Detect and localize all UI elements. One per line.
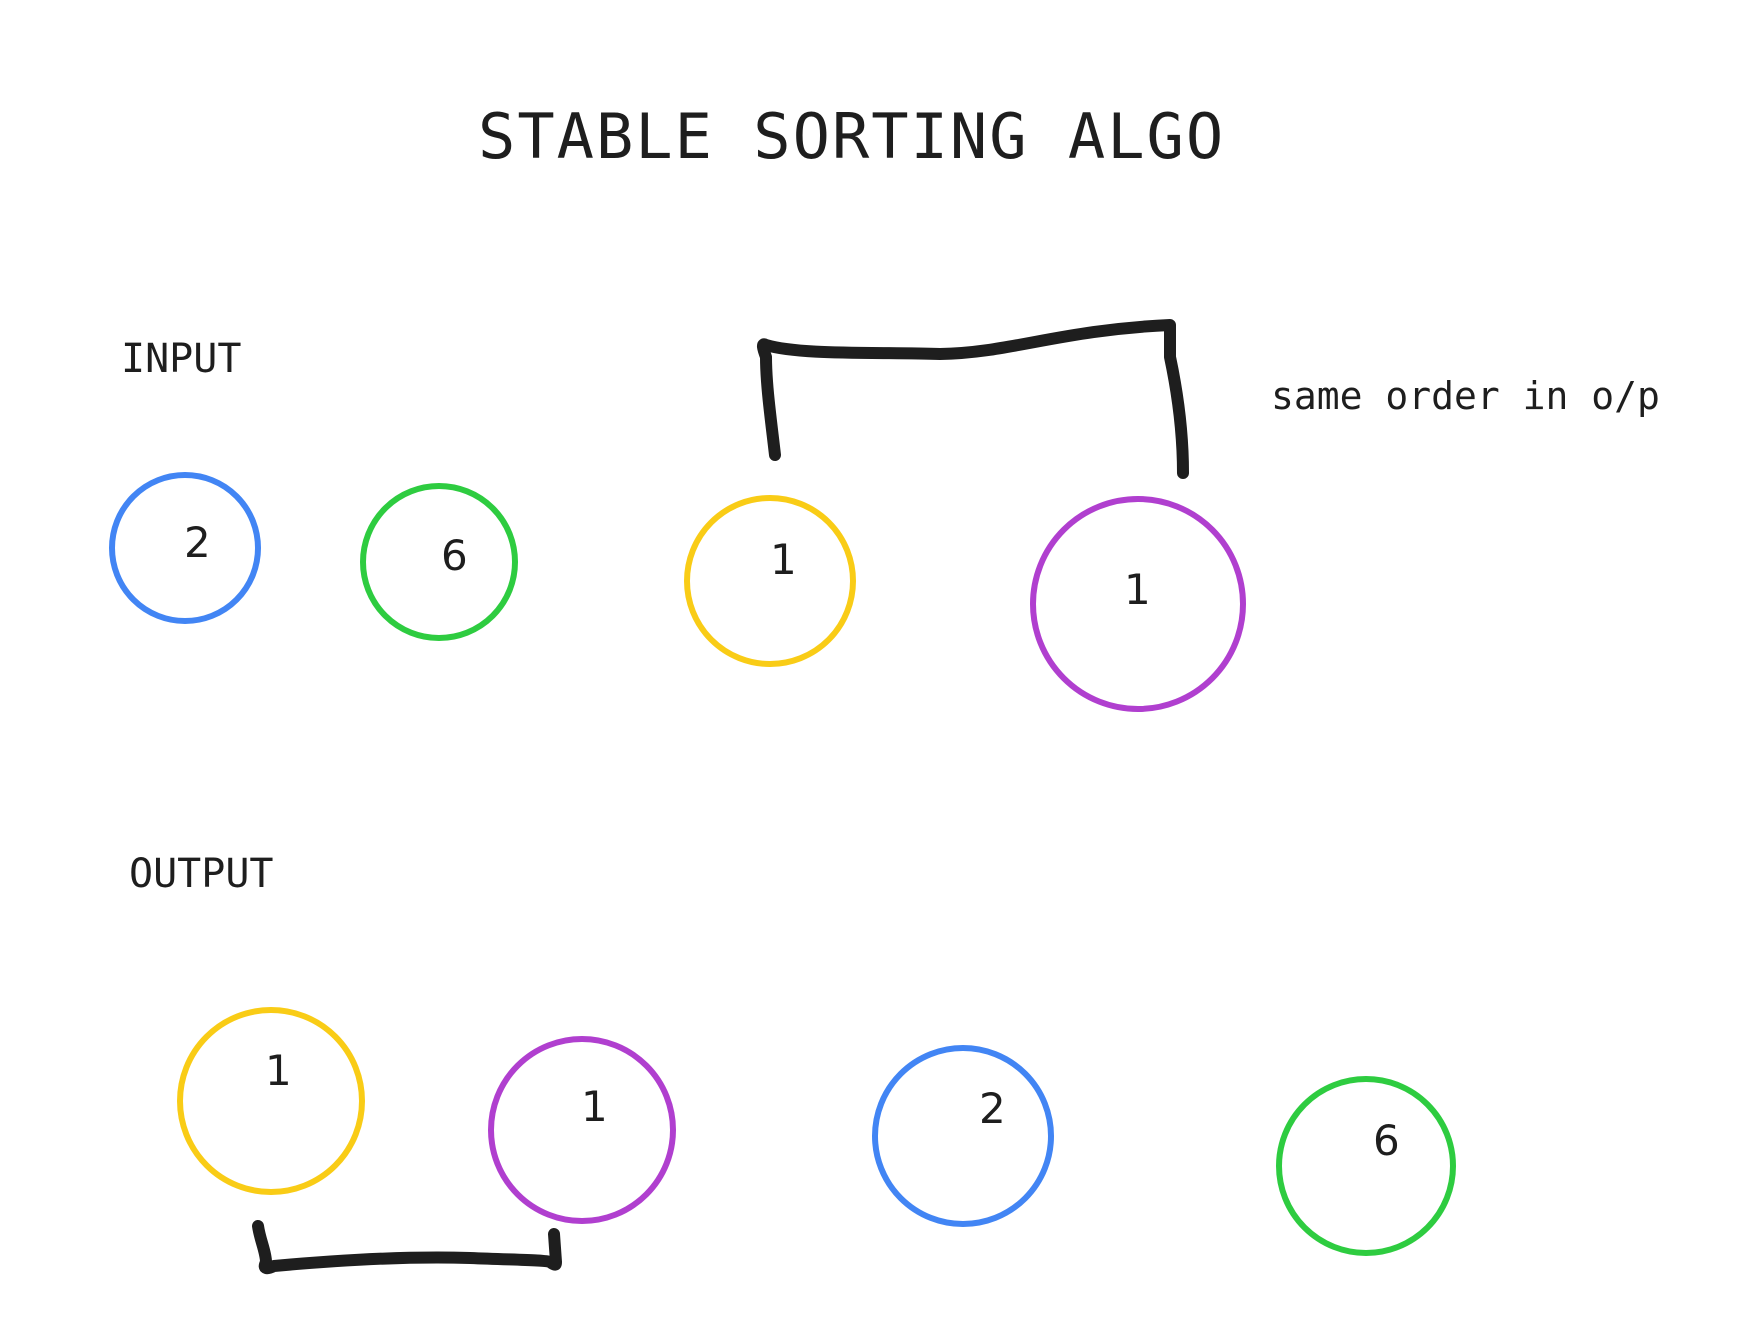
output-node-0-ring bbox=[177, 1007, 365, 1195]
output-node-3-ring bbox=[1276, 1076, 1456, 1256]
input-equal-keys-bracket bbox=[757, 319, 1189, 479]
input-node-0: 2 bbox=[109, 472, 261, 624]
same-order-note: same order in o/p bbox=[1271, 374, 1660, 418]
output-node-1: 1 bbox=[488, 1036, 676, 1224]
input-node-1: 6 bbox=[360, 483, 518, 641]
output-node-1-ring bbox=[488, 1036, 676, 1224]
output-node-3-value: 6 bbox=[1373, 1116, 1400, 1165]
output-node-2: 2 bbox=[872, 1045, 1054, 1227]
output-equal-keys-bracket bbox=[252, 1220, 562, 1275]
input-node-1-value: 6 bbox=[441, 531, 468, 580]
input-node-0-value: 2 bbox=[184, 518, 211, 567]
input-node-3-ring bbox=[1030, 496, 1246, 712]
output-node-3: 6 bbox=[1276, 1076, 1456, 1256]
input-node-3-value: 1 bbox=[1124, 565, 1151, 614]
output-node-2-ring bbox=[872, 1045, 1054, 1227]
output-node-0-value: 1 bbox=[265, 1046, 292, 1095]
input-node-0-ring bbox=[109, 472, 261, 624]
output-node-0: 1 bbox=[177, 1007, 365, 1195]
input-label: INPUT bbox=[121, 336, 241, 382]
output-label: OUTPUT bbox=[129, 851, 274, 897]
input-node-2: 1 bbox=[684, 495, 856, 667]
input-node-3: 1 bbox=[1030, 496, 1246, 712]
output-node-2-value: 2 bbox=[979, 1084, 1006, 1133]
input-node-2-ring bbox=[684, 495, 856, 667]
page-title: STABLE SORTING ALGO bbox=[478, 100, 1225, 173]
input-node-2-value: 1 bbox=[770, 535, 797, 584]
output-node-1-value: 1 bbox=[581, 1082, 608, 1131]
input-node-1-ring bbox=[360, 483, 518, 641]
